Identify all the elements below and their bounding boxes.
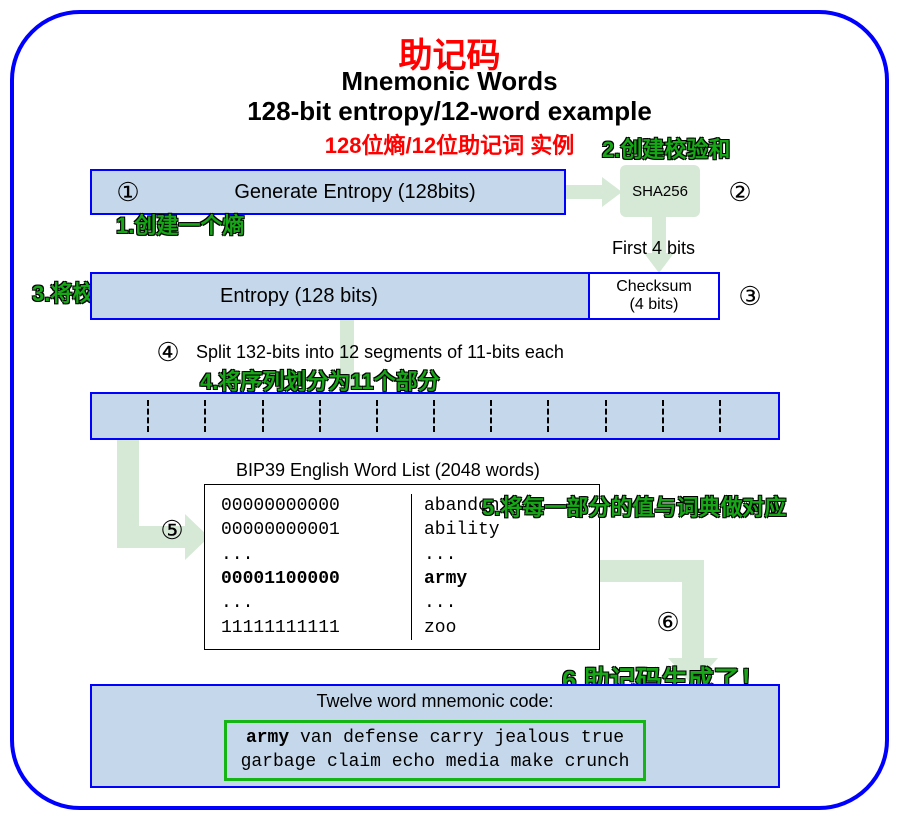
diagram-frame: 助记码 Mnemonic Words 128-bit entropy/12-wo… (10, 10, 889, 810)
segment (206, 394, 263, 438)
segment (721, 394, 778, 438)
box-entropy-checksum: Entropy (128 bits) Checksum (4 bits) (90, 272, 720, 320)
wordlist-code: 11111111111 (221, 616, 411, 640)
checksum-l2: (4 bits) (630, 296, 679, 314)
wordlist-word: ... (411, 591, 583, 615)
wordlist-title: BIP39 English Word List (2048 words) (236, 460, 540, 481)
wordlist-row: ...... (221, 543, 583, 567)
wordlist-code: 00000000001 (221, 518, 411, 542)
box3-checksum: Checksum (4 bits) (588, 274, 718, 318)
title-en-2: 128-bit entropy/12-word example (14, 96, 885, 127)
segment (435, 394, 492, 438)
segment (149, 394, 206, 438)
wordlist-code: ... (221, 591, 411, 615)
wordlist-word: zoo (411, 616, 583, 640)
step-6-circle: ⑥ (650, 604, 686, 640)
result-words: army van defense carry jealous truegarba… (224, 720, 647, 781)
segment (378, 394, 435, 438)
anno-1: 1.创建一个熵 (116, 208, 244, 240)
title-zh-sub: 128位熵/12位助记词 实例 (14, 128, 885, 160)
segment (492, 394, 549, 438)
segment (607, 394, 664, 438)
box-sha256: SHA256 (620, 165, 700, 217)
step-2-circle: ② (722, 174, 758, 210)
box1-label: Generate Entropy (128bits) (146, 181, 564, 204)
wordlist-row: 00001100000army (221, 567, 583, 591)
result-title: Twelve word mnemonic code: (316, 691, 553, 712)
step-4-text: Split 132-bits into 12 segments of 11-bi… (196, 342, 564, 363)
wordlist-word: ... (411, 543, 583, 567)
segments-bar (90, 392, 780, 440)
wordlist-word: ability (411, 518, 583, 542)
segment (264, 394, 321, 438)
result-box: Twelve word mnemonic code: army van defe… (90, 684, 780, 788)
wordlist-word: army (411, 567, 583, 591)
wordlist-code: ... (221, 543, 411, 567)
segment (664, 394, 721, 438)
wordlist-code: 00000000000 (221, 494, 411, 518)
wordlist-row: ...... (221, 591, 583, 615)
wordlist-code: 00001100000 (221, 567, 411, 591)
step-3-circle: ③ (732, 278, 768, 314)
step-1-circle: ① (110, 174, 146, 210)
wordlist-row: 11111111111zoo (221, 616, 583, 640)
box3-entropy: Entropy (128 bits) (92, 274, 588, 318)
step-4-circle: ④ (150, 334, 186, 370)
segment (549, 394, 606, 438)
arrow-1-to-sha-icon (566, 177, 622, 207)
segment (92, 394, 149, 438)
checksum-l1: Checksum (616, 278, 692, 296)
anno-5: 5.将每一部分的值与词典做对应 (482, 490, 786, 522)
title-en-1: Mnemonic Words (14, 66, 885, 97)
step-5-circle: ⑤ (154, 512, 190, 548)
wordlist-row: 00000000001ability (221, 518, 583, 542)
anno-2: 2.创建校验和 (602, 132, 730, 164)
segment (321, 394, 378, 438)
label-first-4-bits: First 4 bits (612, 238, 695, 259)
